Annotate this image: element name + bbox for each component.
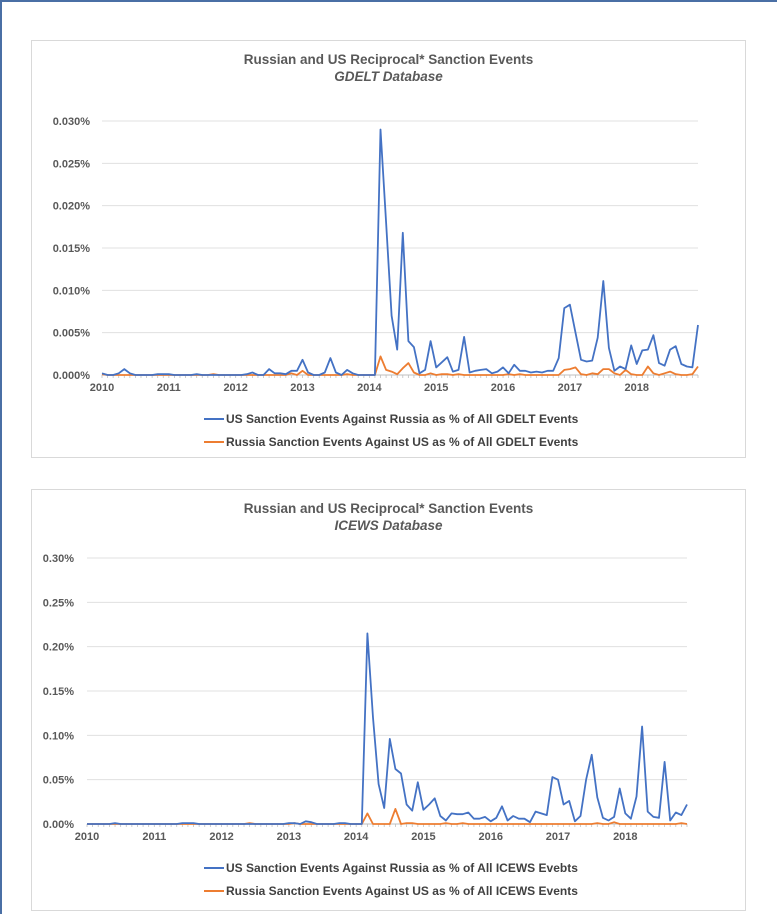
series-line-us <box>87 632 688 825</box>
legend: US Sanction Events Against Russia as % o… <box>204 407 578 453</box>
legend-swatch-us <box>204 417 224 420</box>
legend-swatch-russia <box>204 440 224 443</box>
y-tick-label: 0.000% <box>53 370 91 382</box>
x-tick-label: 2010 <box>75 831 99 843</box>
chart-subtitle: ICEWS Database <box>334 518 443 533</box>
y-tick-label: 0.025% <box>53 158 91 170</box>
x-tick-label: 2010 <box>90 382 114 394</box>
legend-item-russia: Russia Sanction Events Against US as % o… <box>204 879 578 902</box>
x-tick-label: 2014 <box>344 831 369 843</box>
legend-item-us: US Sanction Events Against Russia as % o… <box>204 856 578 879</box>
legend-item-russia: Russia Sanction Events Against US as % o… <box>204 430 578 453</box>
window-border-top <box>0 0 777 2</box>
x-tick-label: 2011 <box>142 831 166 843</box>
chart-title: Russian and US Reciprocal* Sanction Even… <box>32 500 745 534</box>
gdelt-chart: Russian and US Reciprocal* Sanction Even… <box>31 40 746 458</box>
x-tick-label: 2011 <box>157 382 181 394</box>
legend: US Sanction Events Against Russia as % o… <box>204 856 578 902</box>
y-tick-label: 0.25% <box>43 597 74 609</box>
icews-plot: 0.00% 0.05% 0.10% 0.15% 0.20% 0.25% 0.30% 2010 2… <box>43 553 688 843</box>
x-tick-label: 2012 <box>209 831 233 843</box>
legend-label: Russia Sanction Events Against US as % o… <box>226 883 578 898</box>
chart-title: Russian and US Reciprocal* Sanction Even… <box>32 51 745 85</box>
chart-title-text: Russian and US Reciprocal* Sanction Even… <box>243 501 534 516</box>
x-tick-label: 2018 <box>624 382 648 394</box>
chart-subtitle: GDELT Database <box>334 69 443 84</box>
x-tick-label: 2017 <box>546 831 570 843</box>
legend-item-us: US Sanction Events Against Russia as % o… <box>204 407 578 430</box>
legend-label: Russia Sanction Events Against US as % o… <box>226 434 579 449</box>
series-line-russia <box>87 807 688 825</box>
window-border-left <box>0 0 2 914</box>
y-tick-label: 0.10% <box>43 730 74 742</box>
x-tick-label: 2014 <box>357 382 382 394</box>
x-tick-label: 2018 <box>613 831 637 843</box>
y-tick-label: 0.20% <box>43 642 74 654</box>
gdelt-plot: 0.000% 0.005% 0.010% 0.015% 0.020% 0.025% 0.03… <box>53 116 699 394</box>
y-tick-label: 0.005% <box>53 328 91 340</box>
series-line-us <box>101 128 699 376</box>
legend-label: US Sanction Events Against Russia as % o… <box>226 860 578 875</box>
y-tick-label: 0.020% <box>53 201 91 213</box>
x-tick-label: 2015 <box>424 382 448 394</box>
series-line-russia <box>101 355 699 376</box>
y-tick-label: 0.15% <box>43 686 74 698</box>
x-tick-label: 2015 <box>411 831 435 843</box>
y-tick-label: 0.015% <box>53 243 91 255</box>
legend-swatch-russia <box>204 889 224 892</box>
legend-label: US Sanction Events Against Russia as % o… <box>226 411 579 426</box>
y-tick-label: 0.010% <box>53 285 91 297</box>
legend-swatch-us <box>204 866 224 869</box>
x-tick-label: 2016 <box>491 382 515 394</box>
x-tick-label: 2017 <box>558 382 582 394</box>
x-tick-label: 2013 <box>290 382 314 394</box>
icews-chart: Russian and US Reciprocal* Sanction Even… <box>31 489 746 911</box>
y-tick-label: 0.00% <box>43 819 74 831</box>
y-tick-label: 0.30% <box>43 553 74 565</box>
chart-title-text: Russian and US Reciprocal* Sanction Even… <box>243 52 534 67</box>
x-tick-label: 2016 <box>478 831 502 843</box>
y-tick-label: 0.05% <box>43 775 74 787</box>
x-tick-label: 2013 <box>277 831 301 843</box>
x-tick-label: 2012 <box>223 382 247 394</box>
y-tick-label: 0.030% <box>53 116 91 128</box>
